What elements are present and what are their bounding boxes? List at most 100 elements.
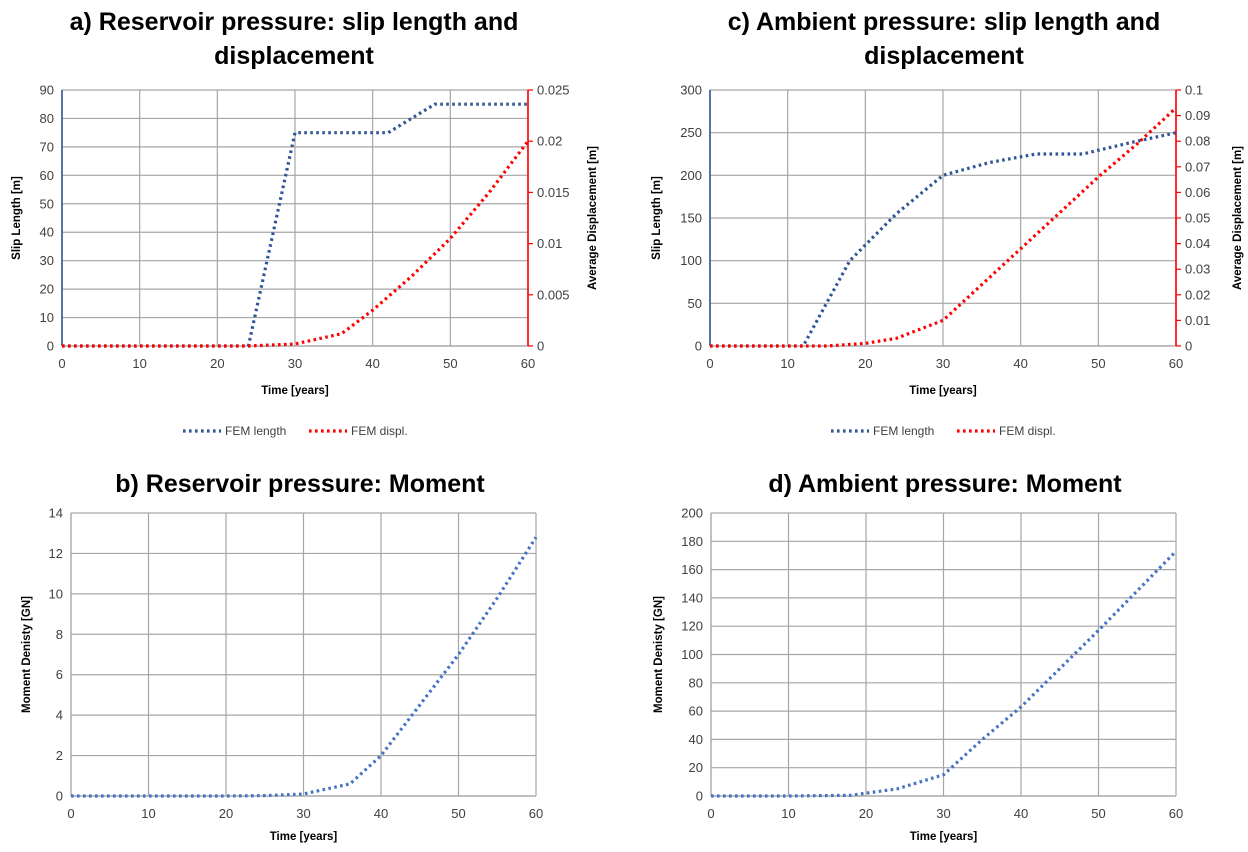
x-tick-label: 50: [451, 806, 465, 821]
y-tick-label: 50: [40, 196, 54, 211]
y2-tick-label: 0.015: [537, 185, 570, 200]
y-axis-label: Moment Denisty [GN]: [653, 596, 665, 713]
y-axis-label: Moment Denisty [GN]: [21, 596, 33, 713]
y-tick-label: 20: [40, 282, 54, 297]
y-tick-label: 150: [680, 211, 702, 226]
y-tick-label: 30: [40, 253, 54, 268]
x-tick-label: 0: [707, 806, 714, 821]
y2-axis-label: Average Displacement [m]: [587, 146, 599, 290]
series-line-fem-displ-: [710, 106, 1178, 348]
y-tick-label: 8: [56, 627, 63, 642]
y2-tick-label: 0.02: [537, 134, 562, 149]
y-tick-label: 0: [47, 339, 54, 354]
chart-d: d) Ambient pressure: Moment0204060801001…: [653, 470, 1183, 843]
y2-tick-label: 0.09: [1185, 108, 1210, 123]
chart-c: c) Ambient pressure: slip length and disp…: [651, 8, 1244, 438]
y-tick-label: 50: [688, 296, 702, 311]
x-tick-label: 60: [1169, 356, 1183, 371]
y-tick-label: 90: [40, 83, 54, 98]
y2-tick-label: 0.05: [1185, 211, 1210, 226]
series-line-fem-length: [710, 131, 1177, 348]
chart-title: displacement: [214, 42, 374, 70]
y2-tick-label: 0.1: [1185, 83, 1203, 98]
x-tick-label: 50: [1091, 806, 1105, 821]
y-tick-label: 100: [680, 253, 702, 268]
chart-title: displacement: [864, 42, 1024, 70]
y-tick-label: 0: [56, 789, 63, 804]
x-tick-label: 10: [132, 356, 146, 371]
y2-tick-label: 0.02: [1185, 287, 1210, 302]
y-tick-label: 4: [56, 708, 63, 723]
x-tick-label: 20: [210, 356, 224, 371]
y2-tick-label: 0.005: [537, 287, 570, 302]
y-tick-label: 12: [49, 546, 63, 561]
y-tick-label: 2: [56, 748, 63, 763]
y-tick-label: 200: [680, 168, 702, 183]
chart-a: a) Reservoir pressure: slip length and di…: [11, 8, 599, 438]
x-tick-label: 50: [1091, 356, 1105, 371]
y-tick-label: 40: [689, 732, 703, 747]
legend-entry: FEM displ.: [351, 424, 408, 438]
y2-tick-label: 0.01: [1185, 313, 1210, 328]
y-tick-label: 160: [681, 562, 703, 577]
y2-axis-label: Average Displacement [m]: [1232, 146, 1244, 290]
y-tick-label: 100: [681, 647, 703, 662]
x-tick-label: 20: [858, 356, 872, 371]
y-tick-label: 10: [49, 586, 63, 601]
chart-b: b) Reservoir pressure: Moment 0 2 4 6 8 10 12 14…: [21, 470, 543, 843]
y-tick-label: 60: [689, 704, 703, 719]
x-tick-label: 0: [706, 356, 713, 371]
y-tick-label: 0: [695, 339, 702, 354]
x-tick-label: 40: [374, 806, 388, 821]
y-tick-label: 10: [40, 310, 54, 325]
legend-entry: FEM displ.: [999, 424, 1056, 438]
chart-title: c) Ambient pressure: slip length and: [728, 8, 1160, 36]
y-tick-label: 250: [680, 125, 702, 140]
y-tick-label: 180: [681, 534, 703, 549]
y2-tick-label: 0.03: [1185, 262, 1210, 277]
y-tick-label: 140: [681, 590, 703, 605]
legend-entry: FEM length: [225, 424, 286, 438]
x-tick-label: 0: [67, 806, 74, 821]
y-tick-label: 70: [40, 139, 54, 154]
x-axis-label: Time [years]: [910, 831, 978, 843]
x-tick-label: 60: [529, 806, 543, 821]
x-tick-label: 30: [288, 356, 302, 371]
y2-tick-label: 0: [537, 339, 544, 354]
y-axis-label: Slip Length [m]: [651, 176, 663, 260]
y-tick-label: 80: [689, 675, 703, 690]
x-tick-label: 10: [780, 356, 794, 371]
y2-tick-label: 0.06: [1185, 185, 1210, 200]
chart-title: b) Reservoir pressure: Moment: [115, 470, 485, 498]
x-tick-label: 40: [1014, 806, 1028, 821]
x-tick-label: 20: [219, 806, 233, 821]
y-tick-label: 80: [40, 111, 54, 126]
x-tick-label: 40: [365, 356, 379, 371]
y-tick-label: 120: [681, 619, 703, 634]
x-tick-label: 10: [781, 806, 795, 821]
y2-tick-label: 0.04: [1185, 236, 1210, 251]
y-tick-label: 300: [680, 83, 702, 98]
x-tick-label: 30: [936, 806, 950, 821]
x-tick-label: 10: [141, 806, 155, 821]
x-tick-label: 40: [1013, 356, 1027, 371]
x-tick-label: 50: [443, 356, 457, 371]
y2-tick-label: 0.07: [1185, 159, 1210, 174]
y-tick-label: 0: [696, 789, 703, 804]
y-axis-label: Slip Length [m]: [11, 176, 23, 260]
x-tick-label: 60: [521, 356, 535, 371]
x-tick-label: 0: [58, 356, 65, 371]
x-tick-label: 30: [936, 356, 950, 371]
y-tick-label: 14: [49, 506, 63, 521]
x-tick-label: 30: [296, 806, 310, 821]
y-tick-label: 6: [56, 667, 63, 682]
y-tick-label: 40: [40, 225, 54, 240]
y2-tick-label: 0.01: [537, 236, 562, 251]
y-tick-label: 60: [40, 168, 54, 183]
y-tick-label: 200: [681, 506, 703, 521]
x-axis-label: Time [years]: [270, 831, 338, 843]
y-tick-label: 20: [689, 760, 703, 775]
x-tick-label: 20: [859, 806, 873, 821]
y2-tick-label: 0: [1185, 339, 1192, 354]
